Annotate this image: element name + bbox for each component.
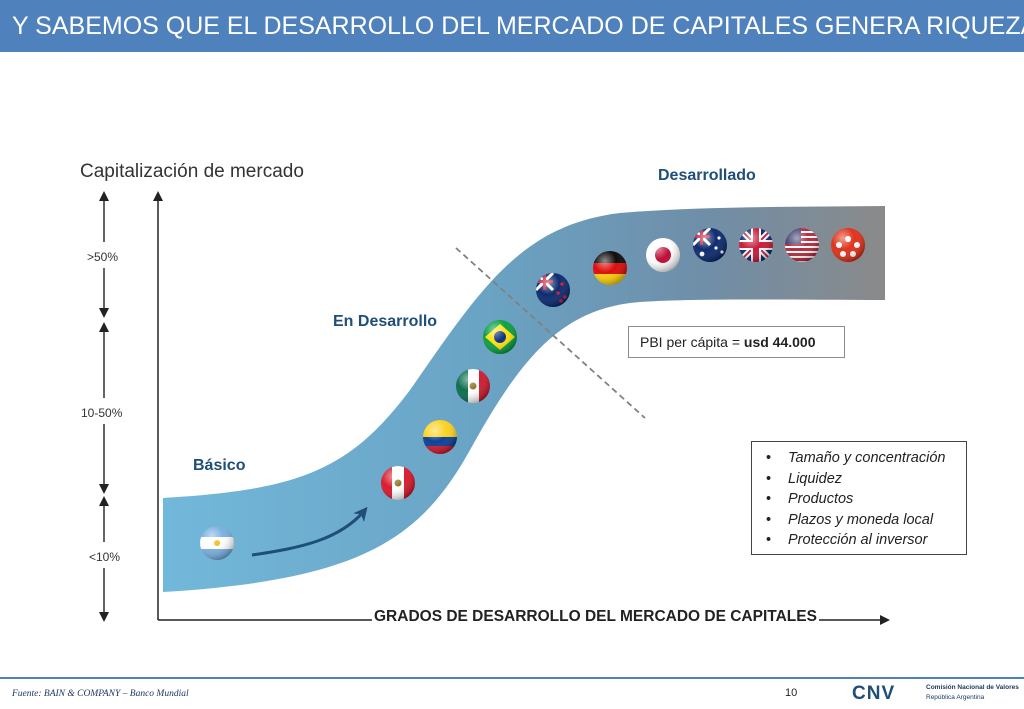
- footer-divider: [0, 677, 1024, 679]
- pbi-label: PBI per cápita =: [640, 334, 744, 350]
- stage-label-developed: Desarrollado: [658, 167, 756, 184]
- factors-list: Tamaño y concentración Liquidez Producto…: [762, 448, 962, 551]
- hong-kong-flag-icon: [831, 228, 865, 262]
- page-number: 10: [785, 687, 798, 699]
- united-states-flag-icon: [785, 228, 819, 262]
- band-label-low: <10%: [89, 550, 121, 564]
- cnv-logo: CNV Comisión Nacional de Valores Repúbli…: [852, 681, 1020, 705]
- x-axis-title: GRADOS DE DESARROLLO DEL MERCADO DE CAPI…: [372, 608, 819, 626]
- argentina-flag-icon: [200, 526, 234, 560]
- stage-label-basic: Básico: [193, 457, 246, 474]
- pbi-value: usd 44.000: [743, 334, 816, 350]
- progress-arrow: [251, 506, 368, 557]
- germany-flag-icon: [593, 251, 627, 285]
- developed-threshold-line: [455, 247, 646, 419]
- source-note: Fuente: BAIN & COMPANY – Banco Mundial: [12, 689, 189, 699]
- united-kingdom-flag-icon: [739, 228, 773, 262]
- title-bar: Y SABEMOS QUE EL DESARROLLO DEL MERCADO …: [0, 0, 1024, 52]
- factor-item: Protección al inversor: [762, 530, 962, 551]
- brazil-flag-icon: [483, 320, 517, 354]
- cnv-logo-org: Comisión Nacional de Valores: [926, 684, 1019, 691]
- cnv-logo-country: República Argentina: [926, 694, 985, 701]
- new-zealand-flag-icon: [536, 273, 570, 307]
- factor-item: Plazos y moneda local: [762, 510, 962, 531]
- colombia-flag-icon: [423, 420, 457, 454]
- factor-item: Tamaño y concentración: [762, 448, 962, 469]
- peru-flag-icon: [381, 466, 415, 500]
- japan-flag-icon: [646, 238, 680, 272]
- factor-item: Liquidez: [762, 469, 962, 490]
- cnv-logo-mark: CNV: [852, 683, 896, 704]
- australia-flag-icon: [693, 228, 727, 262]
- stage-label-developing: En Desarrollo: [333, 313, 438, 330]
- pbi-per-capita-box: PBI per cápita = usd 44.000: [628, 326, 845, 358]
- factors-box: Tamaño y concentración Liquidez Producto…: [751, 441, 967, 555]
- mexico-flag-icon: [456, 369, 490, 403]
- development-curve-band: [163, 206, 885, 592]
- y-axis-title: Capitalización de mercado: [80, 161, 304, 182]
- page-title: Y SABEMOS QUE EL DESARROLLO DEL MERCADO …: [12, 11, 1024, 40]
- band-label-high: >50%: [87, 250, 119, 264]
- factor-item: Productos: [762, 489, 962, 510]
- diagram-canvas: [99, 191, 890, 625]
- band-label-mid: 10-50%: [81, 406, 123, 420]
